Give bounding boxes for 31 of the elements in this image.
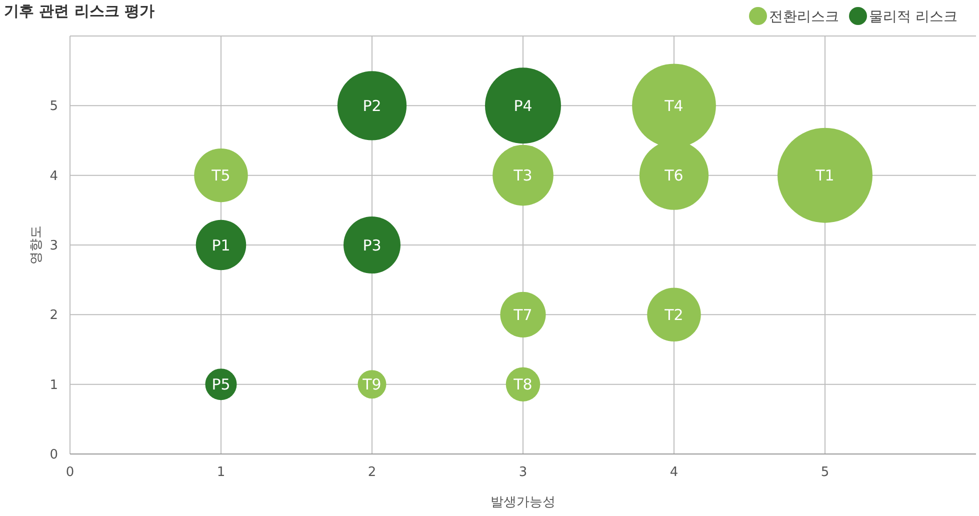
annotation: P3	[362, 236, 382, 254]
x-tick-label: 2	[368, 465, 376, 480]
y-axis-title: 영향도	[29, 226, 44, 264]
annotation: P1	[212, 236, 230, 254]
x-tick-label: 5	[820, 465, 830, 480]
annotation: P4	[514, 96, 532, 115]
legend-label: 물리적 리스크	[869, 8, 958, 25]
x-tick-label: 0	[66, 465, 74, 480]
y-tick-label: 2	[50, 308, 58, 324]
x-tick-label: 3	[518, 465, 528, 480]
legend-label: 전환리스크	[769, 8, 839, 25]
chart-title: 기후 관련 리스크 평가	[4, 2, 155, 20]
y-tick-label: 3	[50, 238, 58, 254]
annotation: T3	[512, 166, 532, 185]
annotation: P2	[362, 96, 382, 115]
y-tick-label: 4	[50, 168, 58, 184]
annotation: T7	[512, 306, 532, 324]
annotation: T8	[512, 376, 532, 394]
annotation: T4	[664, 96, 684, 115]
annotation: T6	[664, 166, 684, 185]
annotation: T9	[362, 376, 382, 394]
x-tick-label: 4	[670, 465, 678, 480]
x-axis-title: 발생가능성	[490, 495, 556, 510]
annotation: T5	[210, 166, 230, 185]
x-tick-label: 1	[216, 465, 226, 480]
y-tick-label: 5	[50, 99, 58, 114]
y-tick-label: 1	[50, 378, 58, 393]
annotation: P5	[212, 376, 230, 394]
annotation: T1	[814, 166, 834, 185]
y-tick-label: 0	[50, 448, 58, 463]
annotation: T2	[664, 306, 684, 324]
